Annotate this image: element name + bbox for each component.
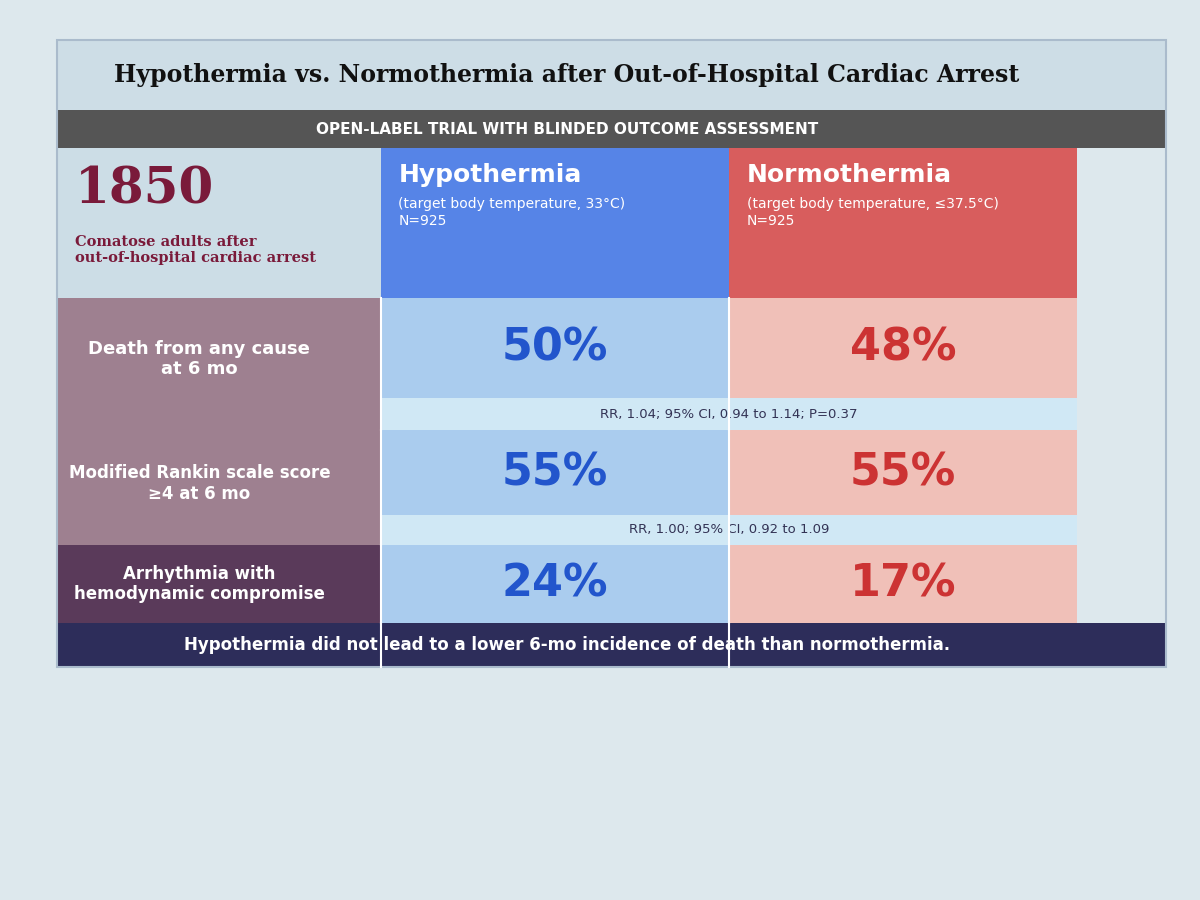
FancyBboxPatch shape: [728, 430, 1078, 515]
Text: 1850: 1850: [74, 166, 214, 214]
Text: 55%: 55%: [850, 451, 956, 494]
Polygon shape: [56, 432, 379, 543]
Text: 50%: 50%: [502, 327, 608, 370]
Polygon shape: [56, 300, 379, 428]
Text: Hypothermia: Hypothermia: [398, 163, 582, 187]
FancyBboxPatch shape: [380, 148, 728, 298]
FancyBboxPatch shape: [56, 148, 380, 298]
Text: OPEN-LABEL TRIAL WITH BLINDED OUTCOME ASSESSMENT: OPEN-LABEL TRIAL WITH BLINDED OUTCOME AS…: [316, 122, 818, 137]
Text: (target body temperature, 33°C)
N=925: (target body temperature, 33°C) N=925: [398, 197, 625, 228]
FancyBboxPatch shape: [380, 515, 1078, 545]
Text: 48%: 48%: [850, 327, 956, 370]
FancyBboxPatch shape: [728, 148, 1078, 298]
Text: Modified Rankin scale score
≥4 at 6 mo: Modified Rankin scale score ≥4 at 6 mo: [68, 464, 330, 503]
Text: Death from any cause
at 6 mo: Death from any cause at 6 mo: [89, 339, 311, 378]
FancyBboxPatch shape: [380, 545, 728, 623]
Text: 17%: 17%: [850, 562, 956, 606]
FancyBboxPatch shape: [56, 430, 380, 545]
Text: RR, 1.04; 95% CI, 0.94 to 1.14; P=0.37: RR, 1.04; 95% CI, 0.94 to 1.14; P=0.37: [600, 408, 858, 420]
FancyBboxPatch shape: [380, 430, 728, 515]
Text: Hypothermia vs. Normothermia after Out-of-Hospital Cardiac Arrest: Hypothermia vs. Normothermia after Out-o…: [114, 63, 1020, 87]
FancyBboxPatch shape: [56, 298, 380, 430]
Text: Comatose adults after
out-of-hospital cardiac arrest: Comatose adults after out-of-hospital ca…: [74, 235, 316, 266]
Text: 55%: 55%: [502, 451, 608, 494]
FancyBboxPatch shape: [56, 40, 1165, 110]
FancyBboxPatch shape: [728, 148, 1078, 298]
Text: Hypothermia did not lead to a lower 6-mo incidence of death than normothermia.: Hypothermia did not lead to a lower 6-mo…: [184, 636, 950, 654]
FancyBboxPatch shape: [380, 298, 728, 398]
FancyBboxPatch shape: [56, 545, 380, 623]
Polygon shape: [56, 547, 379, 621]
Text: Arrhythmia with
hemodynamic compromise: Arrhythmia with hemodynamic compromise: [74, 564, 325, 603]
FancyBboxPatch shape: [380, 148, 728, 298]
FancyBboxPatch shape: [56, 623, 1165, 667]
FancyBboxPatch shape: [728, 545, 1078, 623]
FancyBboxPatch shape: [380, 398, 1078, 430]
Text: RR, 1.00; 95% CI, 0.92 to 1.09: RR, 1.00; 95% CI, 0.92 to 1.09: [629, 524, 829, 536]
FancyBboxPatch shape: [728, 298, 1078, 398]
FancyBboxPatch shape: [56, 110, 1165, 148]
Text: (target body temperature, ≤37.5°C)
N=925: (target body temperature, ≤37.5°C) N=925: [746, 197, 998, 228]
Text: 24%: 24%: [502, 562, 608, 606]
Text: Normothermia: Normothermia: [746, 163, 952, 187]
